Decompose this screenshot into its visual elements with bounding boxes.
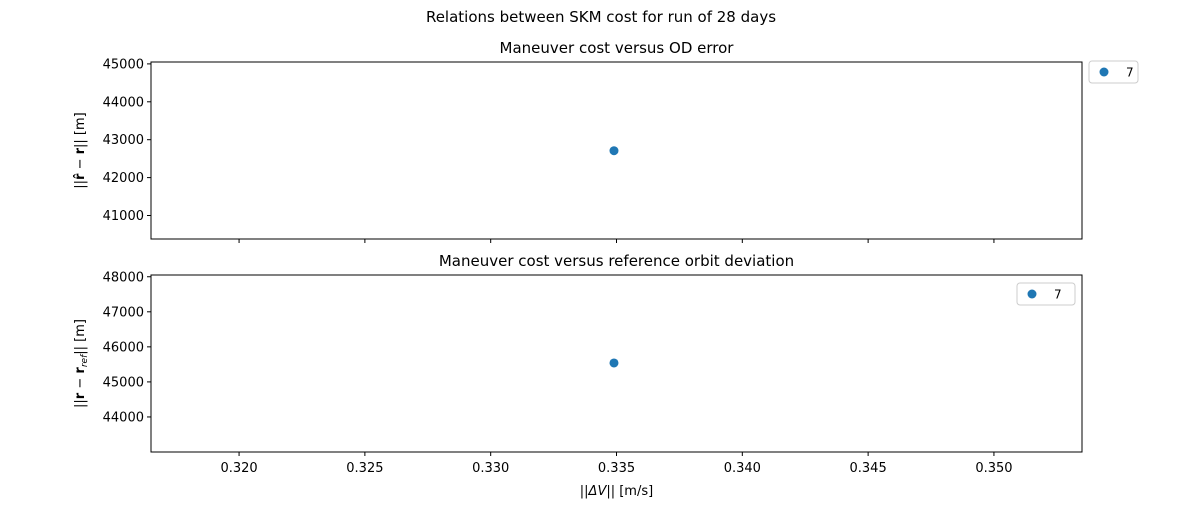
legend-marker <box>1099 67 1109 77</box>
od-error-subplot: Maneuver cost versus OD error 41000 42000 4… <box>73 39 1139 243</box>
y-tick-label: 45000 <box>103 375 144 390</box>
legend-box <box>1088 60 1139 84</box>
y-tick-label: 43000 <box>103 133 144 148</box>
x-tick-label: 0.325 <box>346 461 383 476</box>
y-tick-label: 45000 <box>103 57 144 72</box>
x-tick-label: 0.350 <box>975 461 1012 476</box>
legend: 7 <box>1088 60 1139 84</box>
x-axis-label: ||ΔV|| [m/s] <box>580 484 653 499</box>
y-tick-label: 46000 <box>103 340 144 355</box>
data-point <box>609 358 619 368</box>
legend-label: 7 <box>1126 66 1134 80</box>
y-tick-label: 42000 <box>103 171 144 186</box>
y-tick-label: 44000 <box>103 95 144 110</box>
x-tick-label: 0.320 <box>220 461 257 476</box>
subplot-title: Maneuver cost versus reference orbit dev… <box>439 252 794 270</box>
x-tick-label: 0.345 <box>850 461 887 476</box>
legend-box <box>1016 282 1076 306</box>
y-tick-label: 47000 <box>103 305 144 320</box>
legend: 7 <box>1016 282 1076 306</box>
y-axis-label: ||r̂ − r|| [m] <box>73 112 88 188</box>
legend-label: 7 <box>1054 288 1062 302</box>
x-tick-label: 0.335 <box>598 461 635 476</box>
y-axis-label: ||r − rref|| [m] <box>73 319 90 408</box>
data-point <box>609 146 619 156</box>
y-tick-label: 44000 <box>103 410 144 425</box>
legend-marker <box>1027 289 1037 299</box>
x-tick-label: 0.340 <box>724 461 761 476</box>
x-tick-label: 0.330 <box>472 461 509 476</box>
reference-deviation-subplot: Maneuver cost versus reference orbit dev… <box>73 252 1083 499</box>
y-tick-label: 48000 <box>103 270 144 285</box>
y-tick-label: 41000 <box>103 209 144 224</box>
subplot-title: Maneuver cost versus OD error <box>500 39 735 57</box>
figure-suptitle: Relations between SKM cost for run of 28… <box>426 8 776 26</box>
